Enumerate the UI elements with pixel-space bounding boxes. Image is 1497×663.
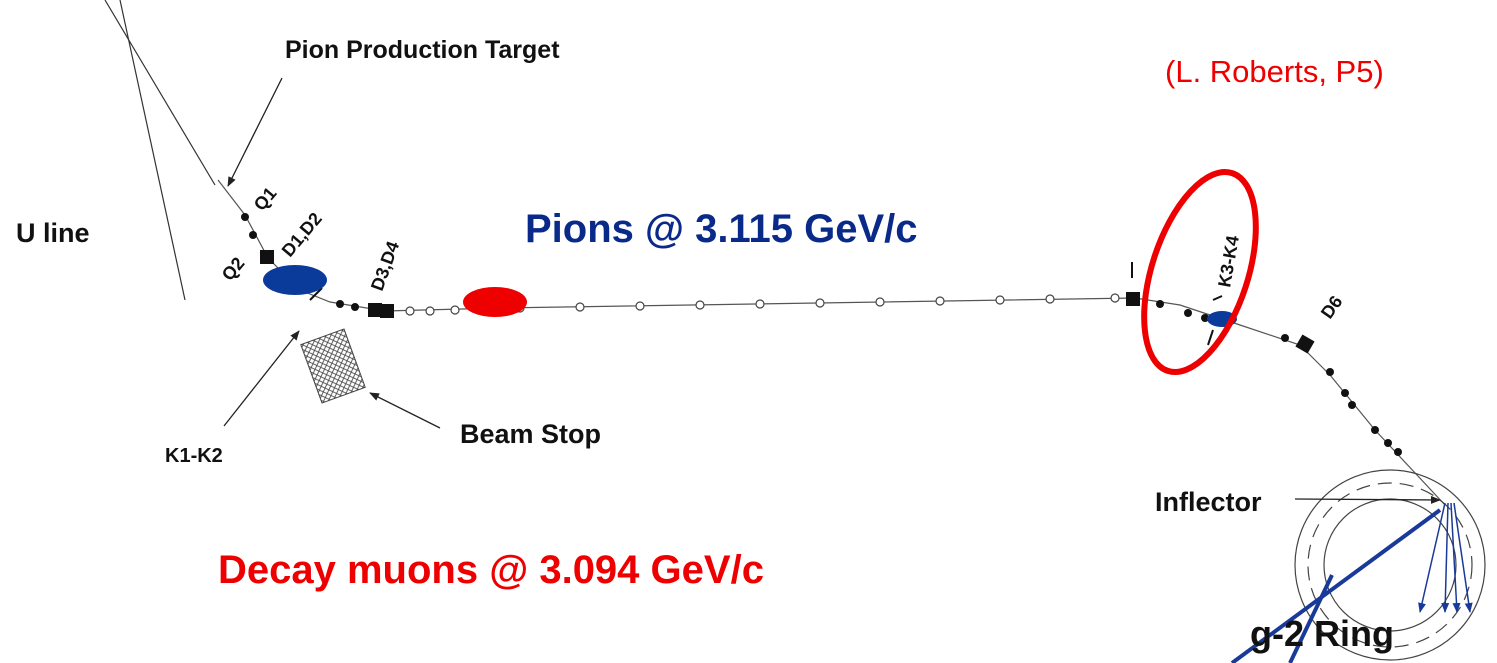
u-line-lines bbox=[104, 0, 216, 301]
filled-magnets bbox=[241, 213, 1402, 456]
k1k2-label: K1-K2 bbox=[165, 445, 223, 467]
q1-label: Q1 bbox=[250, 183, 281, 214]
inflector-label: Inflector bbox=[1155, 487, 1262, 517]
d1d2-label: D1,D2 bbox=[278, 209, 326, 261]
d6-label: D6 bbox=[1317, 292, 1347, 322]
muon-lines bbox=[1230, 502, 1473, 663]
ring bbox=[1294, 469, 1486, 661]
arrows bbox=[223, 77, 1441, 504]
pions-label: Pions @ 3.115 GeV/c bbox=[525, 207, 918, 251]
blue-pion-bunch bbox=[263, 265, 327, 295]
red-muon-bunch bbox=[463, 287, 527, 317]
kickers bbox=[309, 262, 1223, 346]
u-line-label: U line bbox=[16, 218, 90, 248]
d3d4-label: D3,D4 bbox=[367, 239, 403, 294]
muons-label: Decay muons @ 3.094 GeV/c bbox=[218, 548, 764, 592]
pion-target-label: Pion Production Target bbox=[285, 36, 560, 64]
credit: (L. Roberts, P5) bbox=[1165, 54, 1384, 89]
beam-stop-block bbox=[300, 328, 366, 404]
beam-stop-label: Beam Stop bbox=[460, 419, 601, 449]
q2-label: Q2 bbox=[218, 253, 249, 284]
k3k4-label: K3-K4 bbox=[1214, 234, 1243, 289]
highlight-ring bbox=[1141, 168, 1259, 376]
ring-label: g-2 Ring bbox=[1250, 613, 1394, 654]
